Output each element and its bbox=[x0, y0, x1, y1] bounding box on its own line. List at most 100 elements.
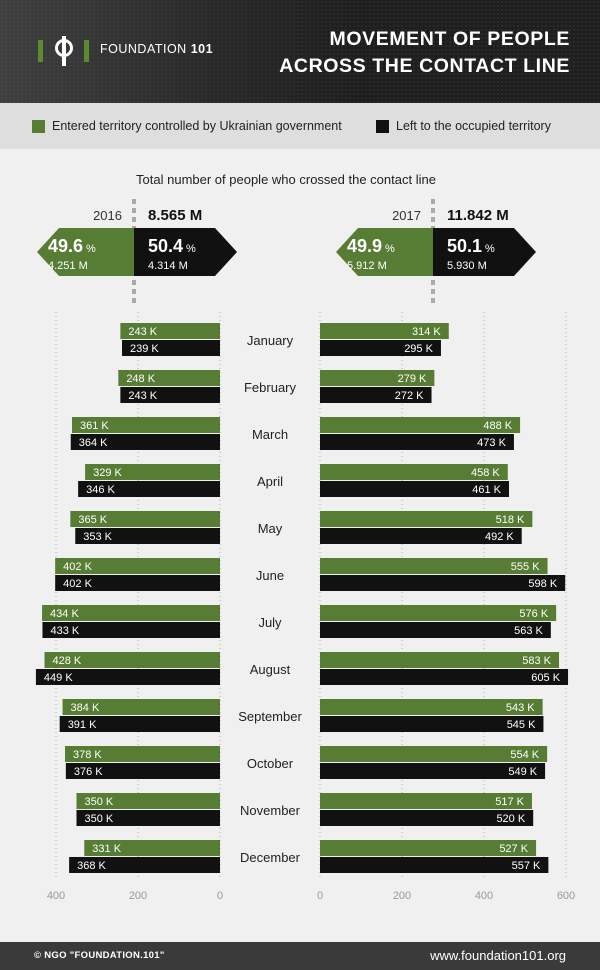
bar-2017-entered-october bbox=[320, 746, 548, 762]
bar-label-2016-left-august: 449 K bbox=[44, 672, 73, 684]
bar-2016-entered-october bbox=[65, 746, 221, 762]
bar-2017-entered-january bbox=[320, 323, 449, 339]
chart: Total number of people who crossed the c… bbox=[35, 172, 575, 902]
month-label-march: March bbox=[252, 427, 288, 442]
bar-2016-entered-february bbox=[118, 370, 220, 386]
month-label-june: June bbox=[256, 568, 284, 583]
bar-label-2017-entered-december: 527 K bbox=[499, 843, 528, 855]
bar-label-2017-left-april: 461 K bbox=[472, 484, 501, 496]
bar-2017-left-april bbox=[320, 481, 510, 497]
bar-2017-entered-december bbox=[320, 840, 537, 856]
bar-2016-left-june bbox=[55, 575, 221, 591]
bar-2017-left-november bbox=[320, 810, 534, 826]
bar-label-2017-left-december: 557 K bbox=[512, 860, 541, 872]
bar-label-2016-left-april: 346 K bbox=[86, 484, 115, 496]
bar-label-2016-left-november: 350 K bbox=[85, 813, 114, 825]
month-label-april: April bbox=[257, 474, 283, 489]
legend: Entered territory controlled by Ukrainia… bbox=[0, 103, 600, 149]
summary-entered-shape-2017 bbox=[336, 228, 433, 276]
bar-2017-left-june bbox=[320, 575, 566, 591]
bar-2017-entered-june bbox=[320, 558, 548, 574]
month-label-september: September bbox=[238, 709, 302, 724]
tick-label-2016-1: 200 bbox=[129, 890, 147, 902]
bar-label-2017-entered-october: 554 K bbox=[510, 749, 539, 761]
summary-entered-shape-2016 bbox=[37, 228, 134, 276]
bar-2016-left-march bbox=[70, 434, 220, 450]
bar-label-2017-entered-july: 576 K bbox=[519, 608, 548, 620]
bar-label-2017-entered-may: 518 K bbox=[496, 514, 525, 526]
bar-2017-left-october bbox=[320, 763, 546, 779]
bar-label-2016-entered-february: 248 K bbox=[126, 373, 155, 385]
bar-label-2017-left-july: 563 K bbox=[514, 625, 543, 637]
summary-2016: 2016 8.565 M49.6 %4.251 M50.4 %4.314 M bbox=[37, 199, 237, 306]
bar-2017-entered-march bbox=[320, 417, 521, 433]
bar-2016-entered-may bbox=[70, 511, 220, 527]
bar-label-2017-entered-june: 555 K bbox=[511, 561, 540, 573]
bar-label-2017-left-august: 605 K bbox=[531, 672, 560, 684]
bar-2017-left-march bbox=[320, 434, 514, 450]
bar-2016-left-october bbox=[65, 763, 220, 779]
month-label-october: October bbox=[247, 756, 294, 771]
bar-label-2016-entered-november: 350 K bbox=[85, 796, 114, 808]
legend-swatch-left bbox=[376, 120, 389, 133]
bar-2017-left-january bbox=[320, 340, 441, 356]
bar-2016-entered-july bbox=[42, 605, 221, 621]
logo-bar-right bbox=[84, 40, 89, 62]
bar-2016-left-september bbox=[59, 716, 220, 732]
bar-label-2016-left-september: 391 K bbox=[68, 719, 97, 731]
bar-2017-left-december bbox=[320, 857, 549, 873]
bar-2016-entered-april bbox=[85, 464, 220, 480]
axis-ticks: 400 200 0 0 200 400 600 bbox=[47, 890, 575, 902]
website-link[interactable]: www.foundation101.org bbox=[430, 948, 566, 963]
bar-label-2016-left-july: 433 K bbox=[50, 625, 79, 637]
logo-ring-icon bbox=[55, 39, 73, 57]
bar-2016-entered-march bbox=[71, 417, 221, 433]
bar-2016-entered-november bbox=[76, 793, 220, 809]
bar-2016-left-november bbox=[76, 810, 220, 826]
bar-label-2017-entered-september: 543 K bbox=[506, 702, 535, 714]
summary-entered-abs-2016: 4.251 M bbox=[48, 260, 88, 272]
summary-year-2016: 2016 bbox=[93, 208, 122, 223]
bar-label-2017-left-february: 272 K bbox=[395, 390, 424, 402]
bar-2017-entered-july bbox=[320, 605, 557, 621]
bar-2017-entered-november bbox=[320, 793, 532, 809]
bar-label-2016-entered-march: 361 K bbox=[80, 420, 109, 432]
logo-text: FOUNDATION 101 bbox=[100, 42, 214, 56]
bar-label-2017-left-june: 598 K bbox=[528, 578, 557, 590]
page-title: MOVEMENT OF PEOPLE ACROSS THE CONTACT LI… bbox=[270, 26, 570, 80]
bar-label-2017-left-october: 549 K bbox=[508, 766, 537, 778]
bar-label-2016-entered-december: 331 K bbox=[92, 843, 121, 855]
bar-2016-entered-september bbox=[62, 699, 221, 715]
tick-label-2016-2: 0 bbox=[217, 890, 223, 902]
bar-2017-entered-september bbox=[320, 699, 543, 715]
bar-label-2017-left-may: 492 K bbox=[485, 531, 514, 543]
gridlines bbox=[55, 312, 567, 880]
copyright: © NGO "FOUNDATION.101" bbox=[34, 950, 165, 961]
tick-label-2017-1: 200 bbox=[393, 890, 411, 902]
bar-label-2016-left-january: 239 K bbox=[130, 343, 159, 355]
bar-2016-left-february bbox=[120, 387, 220, 403]
bar-2016-left-january bbox=[122, 340, 220, 356]
header: FOUNDATION 101 MOVEMENT OF PEOPLE ACROSS… bbox=[0, 0, 600, 103]
bars: 243 K 239 K 314 K 295 K 248 K 243 K 279 K 272 K… bbox=[35, 323, 569, 873]
bar-2017-entered-may bbox=[320, 511, 533, 527]
bar-2016-left-august bbox=[35, 669, 220, 685]
summary-2017: 2017 11.842 M49.9 %5.912 M50.1 %5.930 M bbox=[336, 199, 536, 306]
month-label-august: August bbox=[250, 662, 291, 677]
chart-title: Total number of people who crossed the c… bbox=[136, 172, 436, 187]
bar-label-2016-left-october: 376 K bbox=[74, 766, 103, 778]
title-line-2: ACROSS THE CONTACT LINE bbox=[279, 55, 570, 77]
bar-label-2016-left-june: 402 K bbox=[63, 578, 92, 590]
summary-total-2016: 8.565 M bbox=[148, 207, 202, 224]
bar-2017-entered-april bbox=[320, 464, 508, 480]
summary-entered-abs-2017: 5.912 M bbox=[347, 260, 387, 272]
summary-left-abs-2017: 5.930 M bbox=[447, 260, 487, 272]
bar-2016-entered-august bbox=[44, 652, 220, 668]
bar-2017-left-september bbox=[320, 716, 544, 732]
bar-label-2017-entered-february: 279 K bbox=[398, 373, 427, 385]
bar-label-2016-left-december: 368 K bbox=[77, 860, 106, 872]
month-label-may: May bbox=[258, 521, 283, 536]
title-line-1: MOVEMENT OF PEOPLE bbox=[329, 28, 570, 50]
bar-2016-left-december bbox=[69, 857, 221, 873]
